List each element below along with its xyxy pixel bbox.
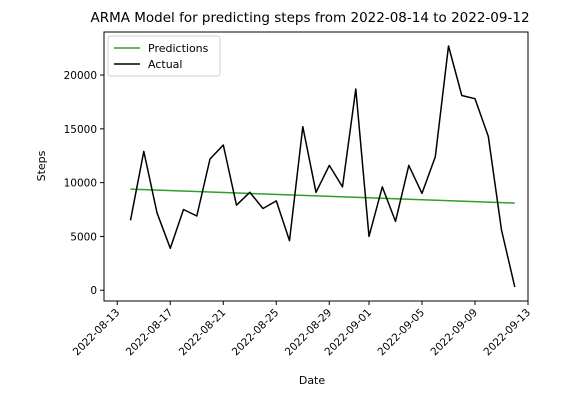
x-tick-label: 2022-09-13 xyxy=(481,307,533,359)
legend-label: Actual xyxy=(148,58,182,71)
x-tick-label: 2022-09-05 xyxy=(375,307,427,359)
x-tick-label: 2022-09-09 xyxy=(428,307,480,359)
y-tick-label: 0 xyxy=(90,285,97,297)
y-tick-label: 10000 xyxy=(64,178,97,190)
y-tick-label: 5000 xyxy=(70,231,97,243)
x-tick-label: 2022-08-13 xyxy=(71,307,123,359)
series-line-predictions xyxy=(130,188,515,204)
y-axis-label: Steps xyxy=(35,150,48,181)
series-line-actual xyxy=(129,45,516,288)
y-tick-label: 15000 xyxy=(64,124,97,136)
x-axis: 2022-08-13 2022-08-17 2022-08-21 2022-08-25… xyxy=(71,301,533,358)
x-axis-label: Date xyxy=(299,374,326,387)
legend: Predictions Actual xyxy=(107,35,221,77)
x-tick-label: 2022-08-25 xyxy=(230,307,282,359)
series-group xyxy=(129,45,516,288)
y-axis: 0 5000 10000 15000 20000 xyxy=(64,70,104,297)
legend-box xyxy=(107,35,221,77)
y-tick-label: 20000 xyxy=(64,70,97,82)
chart-title: ARMA Model for predicting steps from 202… xyxy=(90,10,529,26)
x-tick-label: 2022-08-21 xyxy=(177,307,229,359)
x-tick-label: 2022-08-17 xyxy=(124,307,176,359)
legend-label: Predictions xyxy=(148,42,209,55)
